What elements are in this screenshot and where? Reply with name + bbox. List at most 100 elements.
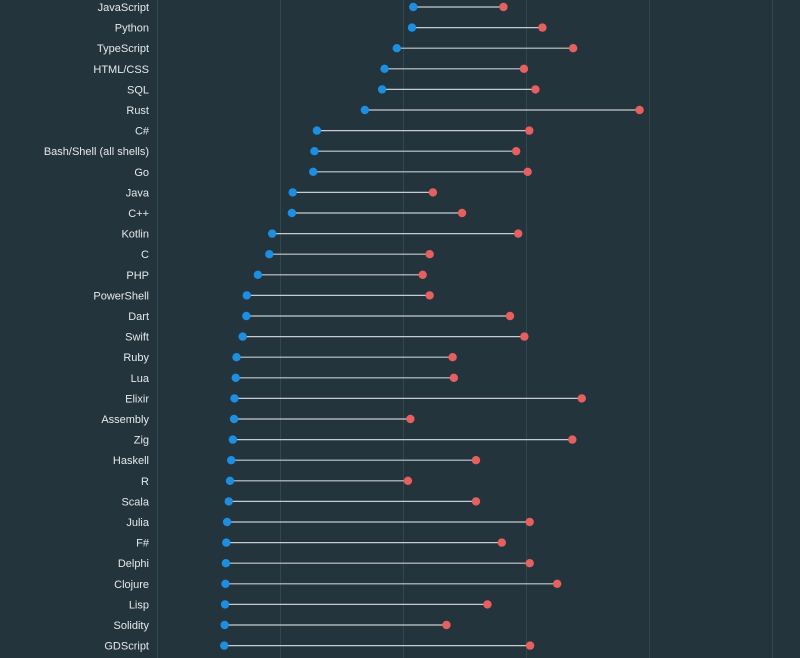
dumbbell-row xyxy=(221,559,534,568)
end-point xyxy=(497,538,507,547)
category-label: Rust xyxy=(126,105,149,117)
category-label: SQL xyxy=(127,84,149,96)
start-point xyxy=(221,579,230,588)
end-point xyxy=(483,600,492,609)
start-point xyxy=(360,105,370,115)
start-point xyxy=(407,23,417,32)
category-label: Julia xyxy=(126,517,150,529)
category-label: GDScript xyxy=(104,641,149,653)
end-point xyxy=(523,167,532,176)
category-label: C xyxy=(141,249,149,261)
end-point xyxy=(442,620,451,630)
dumbbell-row xyxy=(222,517,534,527)
end-point xyxy=(449,373,459,382)
end-point xyxy=(425,291,434,300)
category-label: F# xyxy=(136,538,150,550)
dumbbell-row xyxy=(227,456,481,465)
category-label: Elixir xyxy=(125,393,149,405)
start-point xyxy=(227,456,236,465)
end-point xyxy=(471,456,481,465)
dumbbell-row xyxy=(225,476,413,485)
start-point xyxy=(225,476,235,485)
start-point xyxy=(310,147,319,156)
category-label: HTML/CSS xyxy=(93,64,149,76)
start-point xyxy=(242,311,251,321)
dumbbell-row xyxy=(221,579,562,588)
dumbbell-row xyxy=(238,332,529,341)
end-point xyxy=(457,208,467,218)
gridlines xyxy=(157,0,773,658)
category-label: Java xyxy=(126,187,150,199)
dumbbell-row xyxy=(392,44,578,53)
end-point xyxy=(418,270,427,279)
category-label: R xyxy=(141,476,149,488)
category-label: C# xyxy=(135,126,150,138)
dumbbell-row xyxy=(228,435,577,444)
end-point xyxy=(514,229,523,238)
category-label: Solidity xyxy=(114,620,150,632)
dumbbell-row xyxy=(229,414,415,424)
end-point xyxy=(448,353,457,362)
category-label: Delphi xyxy=(118,558,149,570)
category-label: Lua xyxy=(131,373,150,385)
start-point xyxy=(228,435,238,444)
end-point xyxy=(552,579,562,588)
end-point xyxy=(538,23,547,32)
end-point xyxy=(425,250,434,259)
start-point xyxy=(377,85,387,94)
category-label: C++ xyxy=(128,208,149,220)
end-point xyxy=(471,497,481,506)
start-point xyxy=(268,229,277,238)
start-point xyxy=(232,353,241,362)
start-point xyxy=(220,641,229,650)
start-point xyxy=(409,2,418,12)
category-label: Lisp xyxy=(129,599,149,611)
end-point xyxy=(635,105,644,115)
start-point xyxy=(229,414,239,424)
start-point xyxy=(222,517,232,527)
start-point xyxy=(312,126,322,135)
start-point xyxy=(224,497,233,506)
category-label: Clojure xyxy=(114,579,149,591)
end-point xyxy=(577,394,586,403)
start-point xyxy=(392,44,402,53)
dumbbell-row xyxy=(242,291,434,300)
dumbbell-row xyxy=(231,373,459,382)
dumbbell-row xyxy=(309,167,532,176)
end-point xyxy=(525,517,534,527)
dumbbell-row xyxy=(288,188,438,197)
start-point xyxy=(230,394,239,403)
start-point xyxy=(231,373,240,382)
end-point xyxy=(525,559,534,568)
category-label: Ruby xyxy=(123,352,149,364)
category-label: Python xyxy=(115,23,149,35)
dumbbell-row xyxy=(377,85,540,94)
dumbbell-row xyxy=(220,641,535,650)
end-point xyxy=(428,188,438,197)
start-point xyxy=(221,559,231,568)
category-label: Assembly xyxy=(101,414,149,426)
dumbbell-row xyxy=(287,208,467,218)
category-label: JavaScript xyxy=(98,2,149,14)
category-label: Zig xyxy=(134,435,149,447)
start-point xyxy=(220,600,230,609)
dumbbell-row xyxy=(407,23,547,32)
category-label: PowerShell xyxy=(93,290,149,302)
start-point xyxy=(309,167,318,176)
category-label: Kotlin xyxy=(121,229,149,241)
end-point xyxy=(525,126,534,135)
start-point xyxy=(238,332,247,341)
end-point xyxy=(505,311,515,321)
end-point xyxy=(499,2,508,12)
end-point xyxy=(525,641,535,650)
start-point xyxy=(242,291,251,300)
dumbbell-row xyxy=(220,600,492,609)
category-label: TypeScript xyxy=(97,43,149,55)
start-point xyxy=(288,188,297,197)
category-label: Dart xyxy=(128,311,149,323)
dumbbell-row xyxy=(224,497,481,506)
category-label: Scala xyxy=(121,496,149,508)
category-label: PHP xyxy=(126,270,149,282)
dumbbell-row xyxy=(232,353,457,362)
dumbbell-row xyxy=(220,620,451,630)
